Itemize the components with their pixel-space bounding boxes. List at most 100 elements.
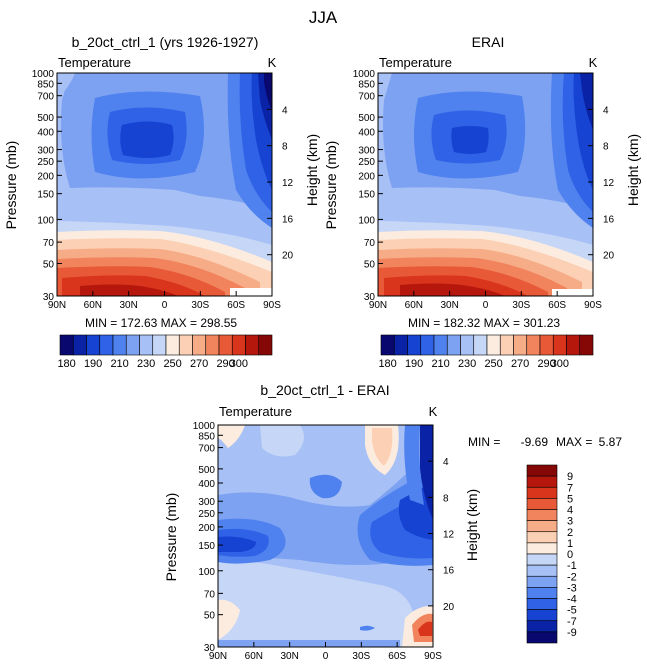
y-right-tick-label: 12	[603, 178, 615, 189]
colorbar-box	[526, 334, 541, 356]
colorbar-label: 250	[484, 358, 502, 370]
y-tick-label: 700	[198, 444, 215, 455]
x-tick-label: 60N	[405, 300, 423, 311]
y-tick-label: 300	[37, 146, 54, 157]
colorbar-label: 190	[405, 358, 423, 370]
y-right-tick-label: 20	[282, 251, 294, 262]
colorbar-label: 4	[567, 505, 573, 517]
colorbar-box	[526, 631, 558, 644]
y-tick-label: 100	[198, 567, 215, 578]
colorbar-label: 230	[137, 358, 155, 370]
y-right-axis: 20 16 12 8 4	[267, 105, 294, 262]
colorbar-label: 270	[190, 358, 208, 370]
colorbar-box	[152, 334, 167, 356]
y-right-axis-label: Height (km)	[625, 134, 641, 206]
x-tick-label: 60S	[548, 300, 566, 311]
y-tick-label: 300	[198, 497, 215, 508]
panel-subtitle: Temperature	[379, 55, 452, 70]
colorbar-label: -9	[567, 627, 577, 639]
min-label: MIN =	[468, 435, 500, 449]
x-tick-label: 0	[323, 651, 329, 662]
x-tick-label: 60N	[245, 651, 263, 662]
colorbar-label: -5	[567, 605, 577, 617]
colorbar-box	[526, 575, 558, 588]
contour-fill-blue-blob	[309, 474, 342, 499]
y-tick-label: 400	[37, 127, 54, 138]
colorbar-label: 190	[84, 358, 102, 370]
y-tick-label: 150	[198, 541, 215, 552]
colorbar-label: -2	[567, 571, 577, 583]
colorbar-label: -7	[567, 616, 577, 628]
contour-fill-orange-top	[372, 428, 393, 466]
colorbar-box	[446, 334, 461, 356]
y-tick-label: 850	[198, 431, 215, 442]
y-right-axis-label: Height (km)	[304, 134, 320, 206]
colorbar-label: -4	[567, 594, 577, 606]
colorbar-box	[380, 334, 395, 356]
colorbar-label: 3	[567, 516, 573, 528]
colorbar-label: 0	[567, 549, 573, 561]
max-value: 5.87	[599, 435, 623, 449]
colorbar-box	[112, 334, 127, 356]
plot-area	[218, 425, 433, 647]
colorbar-box	[433, 334, 448, 356]
y-tick-label: 100	[37, 215, 54, 226]
y-tick-label: 700	[358, 92, 375, 103]
y-tick-label: 150	[358, 190, 375, 201]
colorbar-box	[420, 334, 435, 356]
contour-fill-dark-blue	[451, 126, 489, 154]
y-tick-label: 70	[43, 238, 55, 249]
colorbar-box	[218, 334, 233, 356]
y-tick-label: 100	[358, 215, 375, 226]
colorbar-box	[566, 334, 581, 356]
colorbar-box	[526, 520, 558, 533]
y-right-tick-label: 8	[282, 142, 288, 153]
panel-difference: b_20ct_ctrl_1 - ERAI Temperature K	[163, 382, 622, 662]
y-axis-label: Pressure (mb)	[3, 141, 19, 230]
y-right-axis: 20 16 12 8 4	[588, 105, 615, 262]
contour-fill-cream-top-mid	[260, 425, 304, 457]
colorbar-box	[125, 334, 140, 356]
y-right-tick-label: 16	[603, 214, 615, 225]
y-right-tick-label: 16	[282, 214, 294, 225]
x-tick-label: 30S	[191, 300, 209, 311]
min-max-text: MIN = 182.32 MAX = 301.23	[408, 316, 560, 330]
colorbar-box	[86, 334, 101, 356]
figure-title: JJA	[309, 8, 338, 27]
y-tick-label: 200	[37, 171, 54, 182]
x-tick-label: 0	[483, 300, 489, 311]
colorbar-box	[258, 334, 273, 356]
contour-fill-cream-left	[218, 599, 240, 640]
contour-fill-dark-red	[80, 284, 178, 296]
colorbar-box	[526, 553, 558, 566]
colorbar-box	[205, 334, 220, 356]
x-axis: 90N 60N 30N 0 30S 60S 90S	[48, 291, 281, 311]
contour-fill-small-blue	[360, 625, 375, 631]
colorbar-box	[526, 464, 558, 477]
colorbar-label: 1	[567, 538, 573, 550]
y-right-tick-label: 12	[282, 178, 294, 189]
y-right-tick-label: 20	[443, 602, 455, 613]
min-max-text: MIN = 172.63 MAX = 298.55	[85, 316, 237, 330]
panel-model: b_20ct_ctrl_1 (yrs 1926-1927) Temperatur…	[3, 34, 320, 370]
y-tick-label: 500	[37, 113, 54, 124]
colorbar-box	[407, 334, 422, 356]
contour-fill-polar-blue-4	[580, 73, 593, 130]
colorbar-box	[499, 334, 514, 356]
colorbar-label: 270	[511, 358, 529, 370]
colorbar-box	[579, 334, 594, 356]
min-value: -9.69	[521, 435, 549, 449]
y-tick-label: 30	[364, 292, 376, 303]
x-tick-label: 90N	[48, 300, 66, 311]
y-tick-label: 850	[358, 79, 375, 90]
contour-fill-red-bottom-right	[418, 621, 432, 636]
colorbar-box	[526, 620, 558, 633]
colorbar-label: 250	[163, 358, 181, 370]
colorbar-label: 300	[551, 358, 569, 370]
colorbar-label: -1	[567, 560, 577, 572]
panel-subtitle: Temperature	[58, 55, 131, 70]
